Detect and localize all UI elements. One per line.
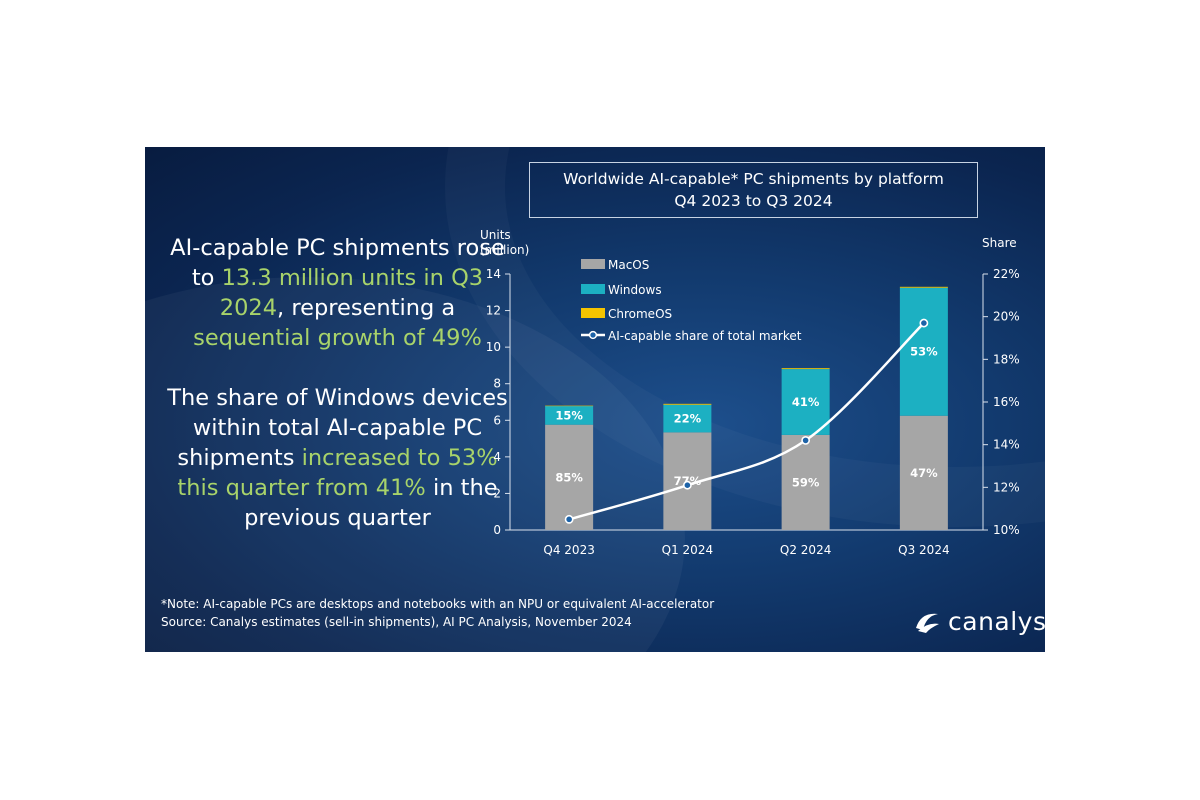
legend-label: AI-capable share of total market	[608, 329, 802, 343]
chart-subtitle: Q4 2023 to Q3 2024	[674, 192, 833, 210]
x-tick-label: Q2 2024	[780, 543, 831, 557]
share-line-point	[801, 435, 811, 445]
headline-paragraph-2: The share of Windows devices within tota…	[165, 383, 510, 533]
logo-text: canalys	[948, 606, 1045, 636]
y-tick-label: 14	[486, 267, 501, 281]
y-tick-label: 0	[493, 523, 501, 537]
y2-tick-label: 22%	[993, 267, 1020, 281]
bar-data-label: 47%	[910, 466, 938, 480]
x-tick-label: Q3 2024	[898, 543, 949, 557]
y-axis-label-line1: Units	[480, 228, 511, 242]
chart-svg: Units (million) Share 0 2 4 6 8 10 12 14 10% 12% 1…	[480, 228, 1020, 557]
bar-chromeos	[899, 286, 948, 288]
chart-title: Worldwide AI-capable* PC shipments by pl…	[563, 170, 944, 188]
canalys-swoosh-icon	[916, 613, 939, 633]
y-tick-label: 12	[486, 304, 501, 318]
y2-tick-label: 14%	[993, 438, 1020, 452]
bar-windows	[781, 369, 830, 435]
legend-line-marker	[588, 330, 598, 340]
y-tick-label: 6	[493, 413, 501, 427]
legend-label: ChromeOS	[608, 307, 672, 321]
bar-data-label: 85%	[555, 470, 583, 484]
y-tick-label: 4	[493, 450, 501, 464]
x-tick-label: Q4 2023	[543, 543, 594, 557]
bar-data-label: 15%	[555, 408, 583, 422]
headline-text: AI-capable PC shipments rose to	[170, 235, 505, 291]
x-tick-label: Q1 2024	[662, 543, 713, 557]
bar-chromeos	[545, 405, 594, 407]
legend-label: Windows	[608, 283, 662, 297]
bar-windows	[899, 287, 948, 416]
y2-tick-label: 18%	[993, 352, 1020, 366]
headline-highlight: increased to 53% this quarter from 41%	[177, 445, 498, 501]
bar-windows	[545, 406, 594, 425]
source-note: Source: Canalys estimates (sell-in shipm…	[161, 615, 632, 629]
share-line-point	[564, 514, 574, 524]
share-line-point	[919, 318, 929, 328]
bar-data-label: 59%	[792, 475, 820, 489]
share-line-point	[682, 480, 692, 490]
y-tick-label: 2	[493, 486, 501, 500]
y2-tick-label: 20%	[993, 310, 1020, 324]
bar-windows	[663, 404, 712, 433]
legend-swatch-chromeos	[581, 308, 605, 318]
infographic-panel: AI-capable PC shipments rose to 13.3 mil…	[145, 147, 1045, 652]
headline-paragraph-1: AI-capable PC shipments rose to 13.3 mil…	[165, 233, 510, 353]
bar-macos	[545, 424, 594, 530]
headline-text: in the previous quarter	[244, 475, 498, 531]
bar-data-label: 41%	[792, 395, 820, 409]
y2-axis-label: Share	[982, 236, 1017, 250]
y2-tick-label: 12%	[993, 480, 1020, 494]
footnote: *Note: AI-capable PCs are desktops and n…	[161, 597, 715, 611]
y2-tick-label: 16%	[993, 395, 1020, 409]
headline-text: , representing a	[277, 295, 456, 321]
share-line	[568, 322, 925, 521]
y2-tick-label: 10%	[993, 523, 1020, 537]
y-axis-label-line2: (million)	[480, 243, 529, 257]
bar-chromeos	[663, 403, 712, 405]
headline-text: The share of Windows devices within tota…	[167, 385, 508, 471]
y-tick-label: 8	[493, 377, 501, 391]
legend-swatch-macos	[581, 259, 605, 269]
headline-highlight: 13.3 million units in Q3 2024	[219, 265, 484, 321]
chart-title-box: Worldwide AI-capable* PC shipments by pl…	[529, 162, 978, 218]
y-tick-label: 10	[486, 340, 501, 354]
canalys-logo: canalys	[912, 604, 1045, 638]
bar-data-label: 53%	[910, 345, 938, 359]
headline-highlight: sequential growth of 49%	[193, 325, 482, 351]
legend-label: MacOS	[608, 258, 649, 272]
bar-macos	[899, 415, 948, 530]
bar-chromeos	[781, 368, 830, 370]
legend-swatch-windows	[581, 284, 605, 294]
bar-data-label: 22%	[674, 412, 702, 426]
